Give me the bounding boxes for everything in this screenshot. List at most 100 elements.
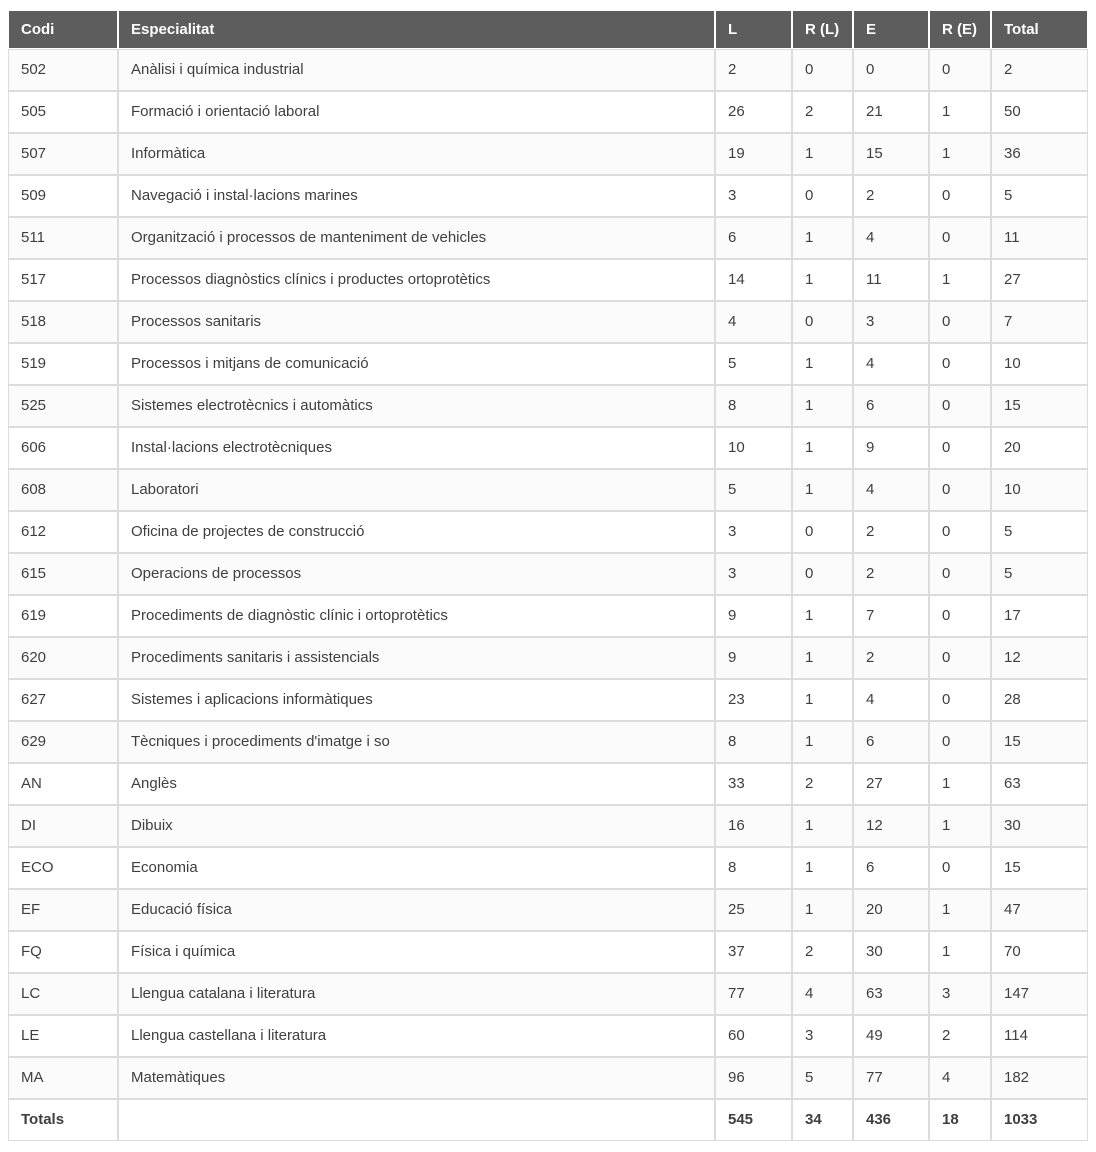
column-header-e: E — [853, 10, 929, 49]
row-l-cell: 5 — [715, 469, 792, 511]
row-re-cell: 0 — [929, 175, 991, 217]
row-code-cell: FQ — [8, 931, 118, 973]
row-e-cell: 15 — [853, 133, 929, 175]
row-e-cell: 63 — [853, 973, 929, 1015]
totals-e-cell: 436 — [853, 1099, 929, 1141]
row-code-cell: 509 — [8, 175, 118, 217]
row-code-cell: LE — [8, 1015, 118, 1057]
row-code-cell: EF — [8, 889, 118, 931]
row-e-cell: 4 — [853, 217, 929, 259]
table-row: 511 Organització i processos de mantenime… — [8, 217, 1088, 259]
column-header-total: Total — [991, 10, 1088, 49]
row-e-cell: 77 — [853, 1057, 929, 1099]
table-row: 517 Processos diagnòstics clínics i produ… — [8, 259, 1088, 301]
row-re-cell: 0 — [929, 217, 991, 259]
totals-rl-cell: 34 — [792, 1099, 853, 1141]
row-re-cell: 2 — [929, 1015, 991, 1057]
row-rl-cell: 0 — [792, 553, 853, 595]
row-re-cell: 0 — [929, 721, 991, 763]
row-e-cell: 2 — [853, 175, 929, 217]
table-row: AN Anglès 33 2 27 1 63 — [8, 763, 1088, 805]
row-rl-cell: 1 — [792, 847, 853, 889]
row-specialty-cell: Oficina de projectes de construcció — [118, 511, 715, 553]
row-rl-cell: 2 — [792, 763, 853, 805]
row-code-cell: AN — [8, 763, 118, 805]
row-total-cell: 36 — [991, 133, 1088, 175]
row-specialty-cell: Anàlisi i química industrial — [118, 49, 715, 91]
row-e-cell: 4 — [853, 343, 929, 385]
row-code-cell: 525 — [8, 385, 118, 427]
row-total-cell: 47 — [991, 889, 1088, 931]
row-specialty-cell: Processos sanitaris — [118, 301, 715, 343]
row-rl-cell: 1 — [792, 427, 853, 469]
row-code-cell: 511 — [8, 217, 118, 259]
totals-specialty-cell — [118, 1099, 715, 1141]
row-rl-cell: 2 — [792, 931, 853, 973]
row-code-cell: 507 — [8, 133, 118, 175]
column-header-especialitat: Especialitat — [118, 10, 715, 49]
row-e-cell: 6 — [853, 721, 929, 763]
table-row: FQ Física i química 37 2 30 1 70 — [8, 931, 1088, 973]
row-total-cell: 114 — [991, 1015, 1088, 1057]
row-l-cell: 10 — [715, 427, 792, 469]
column-header-rl: R (L) — [792, 10, 853, 49]
table-row: MA Matemàtiques 96 5 77 4 182 — [8, 1057, 1088, 1099]
row-specialty-cell: Laboratori — [118, 469, 715, 511]
row-re-cell: 0 — [929, 301, 991, 343]
row-l-cell: 3 — [715, 175, 792, 217]
row-re-cell: 0 — [929, 511, 991, 553]
row-specialty-cell: Formació i orientació laboral — [118, 91, 715, 133]
row-total-cell: 70 — [991, 931, 1088, 973]
row-re-cell: 0 — [929, 679, 991, 721]
row-total-cell: 20 — [991, 427, 1088, 469]
row-re-cell: 0 — [929, 637, 991, 679]
row-specialty-cell: Física i química — [118, 931, 715, 973]
header-row: Codi Especialitat L R (L) E R (E) Total — [8, 10, 1088, 49]
table-row: 620 Procediments sanitaris i assistencial… — [8, 637, 1088, 679]
row-specialty-cell: Dibuix — [118, 805, 715, 847]
row-re-cell: 0 — [929, 343, 991, 385]
row-re-cell: 1 — [929, 889, 991, 931]
row-e-cell: 0 — [853, 49, 929, 91]
row-e-cell: 49 — [853, 1015, 929, 1057]
row-rl-cell: 1 — [792, 343, 853, 385]
row-specialty-cell: Llengua castellana i literatura — [118, 1015, 715, 1057]
row-specialty-cell: Procediments de diagnòstic clínic i orto… — [118, 595, 715, 637]
table-row: EF Educació física 25 1 20 1 47 — [8, 889, 1088, 931]
row-re-cell: 1 — [929, 91, 991, 133]
row-re-cell: 0 — [929, 385, 991, 427]
row-specialty-cell: Sistemes i aplicacions informàtiques — [118, 679, 715, 721]
row-total-cell: 147 — [991, 973, 1088, 1015]
row-re-cell: 0 — [929, 49, 991, 91]
row-l-cell: 23 — [715, 679, 792, 721]
row-e-cell: 3 — [853, 301, 929, 343]
row-total-cell: 15 — [991, 721, 1088, 763]
row-total-cell: 30 — [991, 805, 1088, 847]
row-e-cell: 2 — [853, 637, 929, 679]
row-specialty-cell: Organització i processos de manteniment … — [118, 217, 715, 259]
row-rl-cell: 1 — [792, 217, 853, 259]
row-re-cell: 0 — [929, 553, 991, 595]
table-row: 509 Navegació i instal·lacions marines 3 0 2… — [8, 175, 1088, 217]
row-total-cell: 12 — [991, 637, 1088, 679]
row-l-cell: 3 — [715, 511, 792, 553]
row-rl-cell: 1 — [792, 637, 853, 679]
row-specialty-cell: Llengua catalana i literatura — [118, 973, 715, 1015]
totals-re-cell: 18 — [929, 1099, 991, 1141]
row-rl-cell: 0 — [792, 301, 853, 343]
row-code-cell: 619 — [8, 595, 118, 637]
row-total-cell: 17 — [991, 595, 1088, 637]
row-code-cell: 517 — [8, 259, 118, 301]
row-total-cell: 15 — [991, 847, 1088, 889]
row-l-cell: 16 — [715, 805, 792, 847]
row-l-cell: 5 — [715, 343, 792, 385]
table-row: 627 Sistemes i aplicacions informàtiques 2… — [8, 679, 1088, 721]
row-total-cell: 182 — [991, 1057, 1088, 1099]
row-total-cell: 11 — [991, 217, 1088, 259]
row-code-cell: 502 — [8, 49, 118, 91]
row-total-cell: 10 — [991, 343, 1088, 385]
table-row: 608 Laboratori 5 1 4 0 10 — [8, 469, 1088, 511]
row-rl-cell: 0 — [792, 175, 853, 217]
column-header-codi: Codi — [8, 10, 118, 49]
row-re-cell: 0 — [929, 595, 991, 637]
